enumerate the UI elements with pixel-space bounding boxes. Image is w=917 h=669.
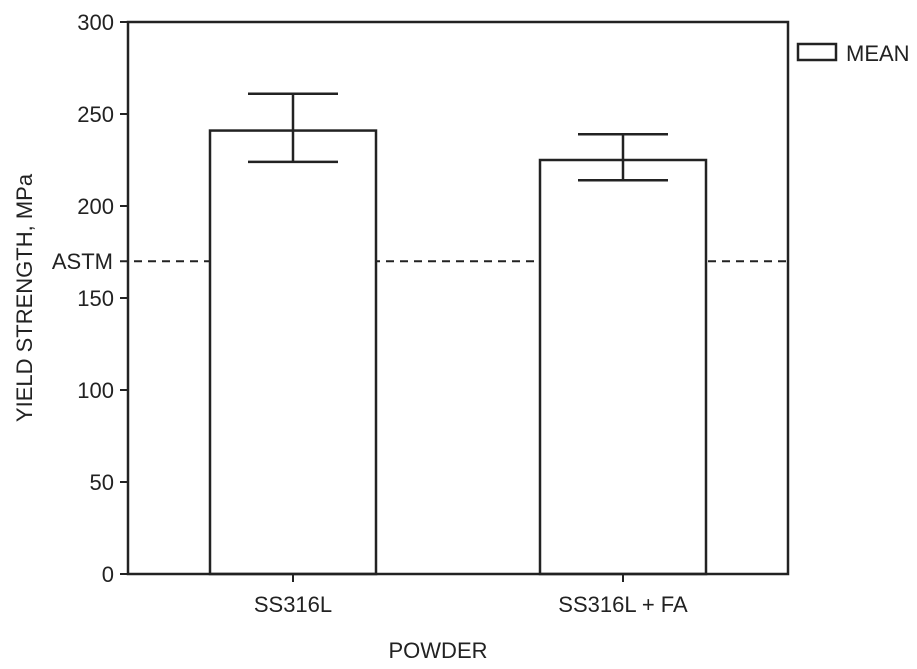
y-tick-label-50: 50 [90,470,114,495]
bar-0 [210,131,376,574]
bar-1 [540,160,706,574]
x-axis-categories: SS316L SS316L + FA [254,574,688,617]
y-tick-label-200: 200 [77,194,114,219]
legend-label-mean: MEAN [846,41,910,66]
y-tick-label-300: 300 [77,10,114,35]
y-axis-ticks: 0 50 100 150 200 250 300 [77,10,128,587]
x-axis-title: POWDER [389,638,488,663]
bars-layer [210,131,706,574]
legend: MEAN [798,41,910,66]
y-tick-label-250: 250 [77,102,114,127]
reference-line-label: ASTM [52,249,113,274]
x-category-label-0: SS316L [254,592,332,617]
y-tick-label-0: 0 [102,562,114,587]
y-axis-title: YIELD STRENGTH, MPa [12,173,37,422]
y-tick-label-100: 100 [77,378,114,403]
y-tick-label-150: 150 [77,286,114,311]
legend-swatch [798,44,836,60]
x-category-label-1: SS316L + FA [558,592,688,617]
